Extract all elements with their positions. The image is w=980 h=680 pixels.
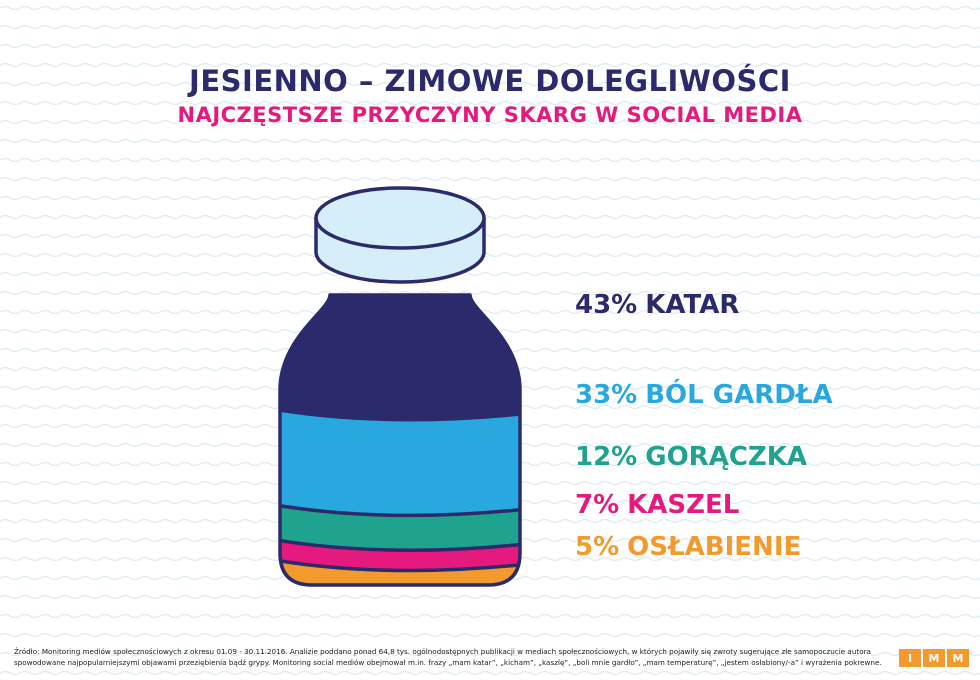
- logo-letter: M: [923, 649, 945, 667]
- data-label: 43%: [575, 290, 638, 320]
- wave-line: [0, 651, 980, 657]
- data-label: 5%: [575, 532, 620, 562]
- wave-line: [0, 5, 980, 11]
- legend-item: 5% OSŁABIENIE: [575, 532, 801, 562]
- wave-line: [0, 613, 980, 619]
- wave-line: [0, 214, 980, 220]
- wave-line: [0, 43, 980, 49]
- jar-cap-top: [314, 186, 486, 250]
- wave-line: [0, 290, 980, 296]
- jar-outline: [278, 293, 522, 587]
- page-title: JESIENNO – ZIMOWE DOLEGLIWOŚCI: [189, 64, 791, 98]
- wave-line: [0, 157, 980, 163]
- wave-line: [0, 594, 980, 600]
- data-label: 7%: [575, 490, 620, 520]
- legend-item: 7% KASZEL: [575, 490, 739, 520]
- wave-line: [0, 176, 980, 182]
- source-footnote: Źródło: Monitoring mediów społecznościow…: [14, 647, 882, 667]
- wave-line: [0, 81, 980, 87]
- category-label: BÓL GARDŁA: [645, 380, 833, 410]
- data-label: 12%: [575, 442, 638, 472]
- wave-line: [0, 24, 980, 30]
- data-label: 33%: [575, 380, 638, 410]
- wave-line: [0, 100, 980, 106]
- legend-item: 12% GORĄCZKA: [575, 442, 807, 472]
- category-label: OSŁABIENIE: [627, 532, 802, 562]
- wave-line: [0, 62, 980, 68]
- wave-line: [0, 271, 980, 277]
- wave-line: [0, 309, 980, 315]
- legend-item: 33% BÓL GARDŁA: [575, 380, 833, 410]
- wave-line: [0, 138, 980, 144]
- wave-line: [0, 233, 980, 239]
- jar-chart: [278, 186, 522, 587]
- category-label: KASZEL: [627, 490, 740, 520]
- wave-line: [0, 632, 980, 638]
- category-label: KATAR: [645, 290, 740, 320]
- logo-letter: M: [947, 649, 969, 667]
- wave-line: [0, 195, 980, 201]
- category-label: GORĄCZKA: [645, 442, 808, 472]
- wave-line: [0, 670, 980, 676]
- page-subtitle: NAJCZĘSTSZE PRZYCZYNY SKARG W SOCIAL MED…: [177, 103, 803, 127]
- legend-item: 43% KATAR: [575, 290, 739, 320]
- wave-line: [0, 119, 980, 125]
- logo-letter: I: [899, 649, 921, 667]
- wave-line: [0, 252, 980, 258]
